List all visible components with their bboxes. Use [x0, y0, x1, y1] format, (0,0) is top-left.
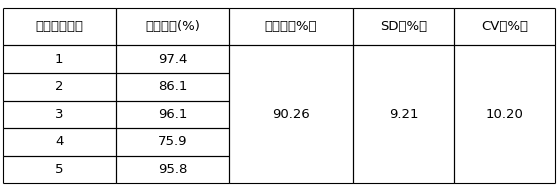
Text: 97.4: 97.4 [158, 53, 187, 66]
Text: 96.1: 96.1 [158, 108, 187, 121]
Text: 86.1: 86.1 [158, 80, 187, 93]
Text: 9.21: 9.21 [389, 108, 418, 121]
Text: 3: 3 [55, 108, 63, 121]
Text: 75.9: 75.9 [158, 135, 187, 148]
Text: 5: 5 [55, 163, 63, 176]
Text: 10.20: 10.20 [485, 108, 523, 121]
Text: 测定结果(%): 测定结果(%) [145, 20, 200, 33]
Text: 95.8: 95.8 [158, 163, 187, 176]
Text: SD（%）: SD（%） [380, 20, 427, 33]
Text: 2: 2 [55, 80, 63, 93]
Text: 90.26: 90.26 [272, 108, 310, 121]
Text: CV（%）: CV（%） [481, 20, 528, 33]
Text: 平均值（%）: 平均值（%） [265, 20, 317, 33]
Text: 4: 4 [55, 135, 63, 148]
Text: 1: 1 [55, 53, 63, 66]
Text: 平行试验编号: 平行试验编号 [35, 20, 84, 33]
